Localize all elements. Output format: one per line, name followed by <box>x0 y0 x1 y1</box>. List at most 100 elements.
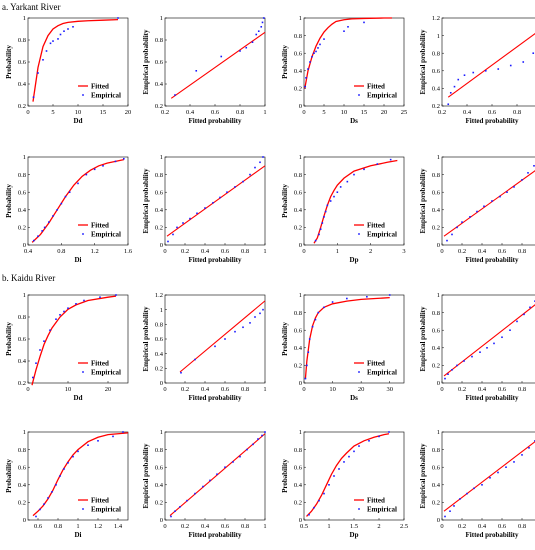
empirical-point <box>469 216 471 218</box>
fitted-curve <box>31 159 124 243</box>
y-tick-label: 0.4 <box>294 207 303 214</box>
x-tick-label: 0 <box>302 109 305 116</box>
empirical-point <box>338 468 340 470</box>
fitted-line <box>447 33 535 98</box>
y-tick-label: 0 <box>437 380 440 387</box>
fitted-line <box>443 304 535 377</box>
y-tick-label: 0.6 <box>155 336 164 343</box>
y-tick-label: 0.6 <box>294 189 303 196</box>
empirical-point <box>196 212 198 215</box>
x-tick-label: 0.2 <box>458 248 466 255</box>
empirical-point <box>323 492 325 495</box>
empirical-point <box>353 173 355 176</box>
empirical-point <box>117 17 119 19</box>
empirical-point <box>32 376 34 379</box>
empirical-point <box>194 358 196 361</box>
empirical-point <box>83 299 85 302</box>
chart-panel-3: 0 5 10 15 20 25 0 0.2 0.4 0.6 0.8 1 Ds Probability Fit… <box>281 15 407 125</box>
empirical-point <box>314 239 317 242</box>
x-tick-label: 1.2 <box>94 523 102 530</box>
empirical-point <box>456 364 458 367</box>
x-tick-label: 0.6 <box>488 109 497 116</box>
x-tick-label: 10 <box>329 386 336 393</box>
empirical-point <box>459 498 461 500</box>
empirical-point <box>262 308 264 311</box>
empirical-point <box>49 329 51 331</box>
empirical-point <box>323 38 325 40</box>
empirical-point <box>486 347 488 349</box>
empirical-point <box>324 210 327 213</box>
x-axis-label: Fitted probability <box>189 256 242 264</box>
empirical-point <box>307 68 309 70</box>
y-tick-label: 0.6 <box>155 189 164 196</box>
empirical-point <box>388 431 390 433</box>
y-tick-label: 0.2 <box>18 225 26 232</box>
empirical-point <box>318 499 320 502</box>
fitted-line <box>166 165 266 237</box>
y-tick-label: 0 <box>299 517 302 524</box>
empirical-point <box>304 377 307 380</box>
x-axis-label: Ds <box>350 394 358 402</box>
legend-empirical-swatch <box>82 233 84 235</box>
empirical-point <box>179 506 181 508</box>
empirical-point <box>182 222 184 224</box>
x-tick-label: 10 <box>65 386 72 393</box>
empirical-point <box>317 47 319 49</box>
empirical-point <box>484 70 487 72</box>
x-tick-label: 0 <box>26 109 29 116</box>
x-tick-label: 2.5 <box>400 523 408 530</box>
x-tick-label: 0 <box>163 523 166 530</box>
legend-fitted-label: Fitted <box>367 82 385 90</box>
x-tick-label: 0.8 <box>57 248 65 255</box>
empirical-point <box>255 33 258 36</box>
x-axis-label: Dp <box>350 256 359 264</box>
empirical-point <box>35 362 37 364</box>
empirical-point <box>172 233 174 236</box>
legend-empirical-swatch <box>82 94 84 96</box>
empirical-point <box>528 447 530 449</box>
empirical-point <box>246 448 248 451</box>
empirical-point <box>112 435 114 438</box>
y-tick-label: 0.8 <box>155 37 163 44</box>
empirical-point <box>466 492 468 495</box>
x-tick-label: 1.2 <box>91 248 99 255</box>
empirical-point <box>41 230 43 232</box>
empirical-point <box>453 85 456 88</box>
empirical-point <box>35 515 37 518</box>
empirical-point <box>194 492 196 495</box>
empirical-point <box>33 239 35 242</box>
y-tick-label: 1 <box>437 154 440 161</box>
empirical-point <box>252 443 254 446</box>
empirical-point <box>529 306 531 309</box>
empirical-point <box>456 226 458 229</box>
y-axis-label: Empirical probability <box>419 29 427 95</box>
x-tick-label: 1 <box>336 248 339 255</box>
legend-empirical-swatch <box>358 508 360 510</box>
x-axis-label: Fitted probability <box>466 256 519 264</box>
empirical-point <box>67 28 69 30</box>
empirical-point <box>115 294 117 296</box>
empirical-point <box>242 180 244 183</box>
y-axis-label: Empirical probability <box>419 306 427 372</box>
y-tick-label: 0.4 <box>432 345 441 352</box>
legend-fitted-label: Fitted <box>367 359 385 367</box>
empirical-point <box>527 172 529 174</box>
legend-fitted-label: Fitted <box>367 496 385 504</box>
empirical-point <box>366 295 368 298</box>
empirical-point <box>313 506 315 509</box>
y-tick-label: 0.2 <box>155 225 163 232</box>
y-tick-label: 1 <box>23 15 26 22</box>
empirical-point <box>48 221 50 223</box>
y-tick-label: 0 <box>23 242 26 249</box>
empirical-point <box>449 92 452 94</box>
y-tick-label: 0.6 <box>155 464 164 471</box>
empirical-point <box>167 240 169 243</box>
empirical-point <box>216 473 218 476</box>
empirical-point <box>249 173 251 176</box>
y-tick-label: 0.2 <box>432 500 440 507</box>
empirical-point <box>319 228 322 230</box>
empirical-point <box>523 313 525 316</box>
empirical-point <box>307 351 310 353</box>
y-tick-label: 0.6 <box>18 59 27 66</box>
